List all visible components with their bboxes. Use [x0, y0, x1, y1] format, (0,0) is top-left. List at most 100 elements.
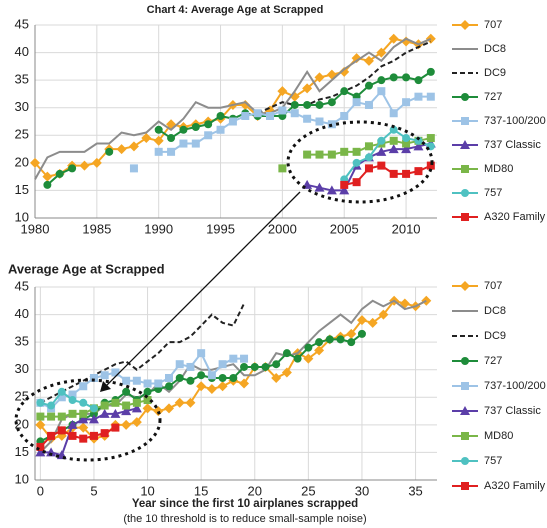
x-tick-label: 2005	[330, 221, 359, 236]
legend-marker	[460, 406, 470, 415]
marker	[68, 409, 77, 418]
marker	[315, 338, 324, 347]
marker	[79, 398, 88, 407]
y-tick-label: 20	[15, 416, 29, 431]
chart-title: Chart 4: Average Age at Scrapped	[147, 4, 324, 16]
marker	[116, 144, 127, 155]
arrow-head	[100, 381, 111, 392]
marker	[197, 371, 206, 380]
legend-marker	[461, 357, 469, 365]
legend-marker	[460, 140, 470, 149]
marker	[89, 404, 98, 413]
marker	[128, 141, 139, 152]
marker	[352, 158, 361, 167]
marker	[389, 169, 398, 178]
marker	[376, 47, 387, 58]
marker	[79, 409, 88, 418]
marker	[352, 98, 361, 107]
marker	[121, 406, 132, 416]
legend-marker	[461, 432, 469, 440]
legend-label: 757	[484, 455, 502, 467]
x-tick-label: 1990	[144, 221, 173, 236]
marker	[357, 329, 366, 338]
marker	[340, 87, 349, 96]
marker	[154, 379, 163, 388]
marker	[414, 76, 423, 85]
marker	[30, 157, 40, 168]
legend-label: 737 Classic	[484, 139, 541, 151]
marker	[413, 141, 424, 151]
marker	[43, 180, 52, 189]
legend-marker	[460, 281, 470, 291]
legend-label: 737-100/200	[484, 380, 546, 392]
marker	[132, 398, 141, 407]
y-tick-label: 30	[15, 99, 29, 114]
marker	[42, 171, 53, 182]
marker	[402, 134, 411, 143]
marker	[132, 376, 141, 385]
legend-label: A320 Family	[484, 480, 546, 492]
marker	[55, 169, 64, 178]
y-tick-label: 35	[15, 334, 29, 349]
x-tick-label: 35	[408, 483, 422, 498]
marker	[100, 401, 109, 410]
marker	[241, 111, 250, 120]
marker	[111, 368, 120, 377]
marker	[250, 362, 259, 371]
marker	[327, 98, 336, 107]
marker	[278, 164, 287, 173]
y-tick-label: 25	[15, 389, 29, 404]
marker	[89, 431, 98, 440]
marker	[174, 397, 185, 408]
marker	[271, 372, 282, 383]
legend-marker	[461, 93, 469, 101]
marker	[389, 109, 398, 118]
marker	[315, 100, 324, 109]
marker	[185, 397, 196, 408]
marker	[153, 135, 164, 146]
marker	[179, 125, 188, 134]
legend-label: DC9	[484, 67, 506, 79]
marker	[352, 178, 361, 187]
marker	[364, 81, 373, 90]
marker	[402, 169, 411, 178]
marker	[154, 125, 163, 134]
marker	[131, 417, 142, 428]
marker	[281, 367, 292, 378]
legend-marker	[461, 482, 469, 490]
series-line	[34, 37, 432, 180]
marker	[367, 317, 378, 328]
marker	[79, 160, 90, 171]
marker	[67, 419, 78, 429]
marker	[389, 125, 398, 134]
marker	[351, 53, 362, 64]
marker	[131, 403, 142, 413]
legend-label: 737 Classic	[484, 405, 541, 417]
legend-marker	[461, 189, 469, 197]
marker	[402, 139, 411, 148]
marker	[154, 147, 163, 156]
legend-label: 727	[484, 355, 502, 367]
marker	[336, 335, 345, 344]
subtitle: (the 10 threshold is to reduce small-sam…	[123, 513, 366, 525]
marker	[376, 146, 387, 156]
marker	[402, 73, 411, 82]
marker	[207, 371, 216, 380]
x-tick-label: 2010	[392, 221, 421, 236]
marker	[377, 87, 386, 96]
marker	[282, 349, 291, 358]
marker	[47, 412, 56, 421]
highlight-ellipse	[14, 378, 162, 462]
marker	[111, 398, 120, 407]
marker	[240, 354, 249, 363]
y-tick-label: 40	[15, 44, 29, 59]
marker	[218, 373, 227, 382]
legend-label: 707	[484, 19, 502, 31]
marker	[377, 136, 386, 145]
marker	[290, 109, 299, 118]
series-line	[39, 303, 245, 404]
marker	[204, 120, 213, 129]
marker	[36, 442, 45, 451]
legend-label: 707	[484, 280, 502, 292]
x-tick-label: 20	[248, 483, 262, 498]
